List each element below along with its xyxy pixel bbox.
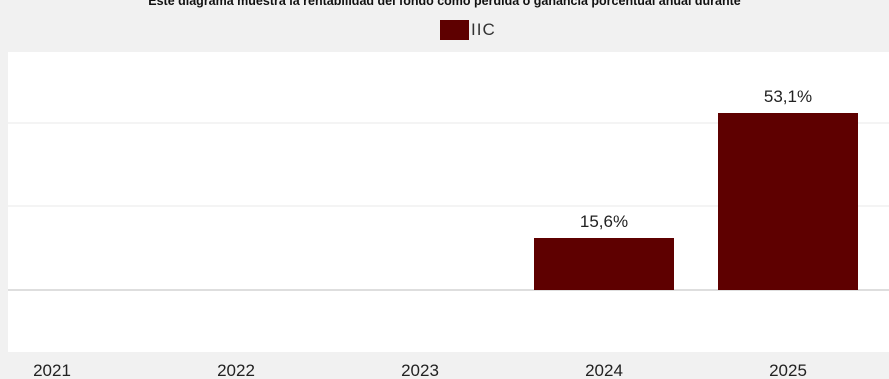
legend: IIC <box>440 20 496 40</box>
x-tick-label: 2024 <box>585 361 623 379</box>
data-label: 53,1% <box>764 87 812 106</box>
legend-label: IIC <box>471 20 496 39</box>
bar <box>718 113 858 290</box>
legend-swatch <box>440 20 469 40</box>
bar <box>534 238 674 290</box>
chart-title: Este diagrama muestra la rentabilidad de… <box>148 0 741 8</box>
data-label: 15,6% <box>580 212 628 231</box>
x-tick-label: 2021 <box>33 361 71 379</box>
x-tick-label: 2023 <box>401 361 439 379</box>
x-tick-label: 2025 <box>769 361 807 379</box>
x-tick-label: 2022 <box>217 361 255 379</box>
